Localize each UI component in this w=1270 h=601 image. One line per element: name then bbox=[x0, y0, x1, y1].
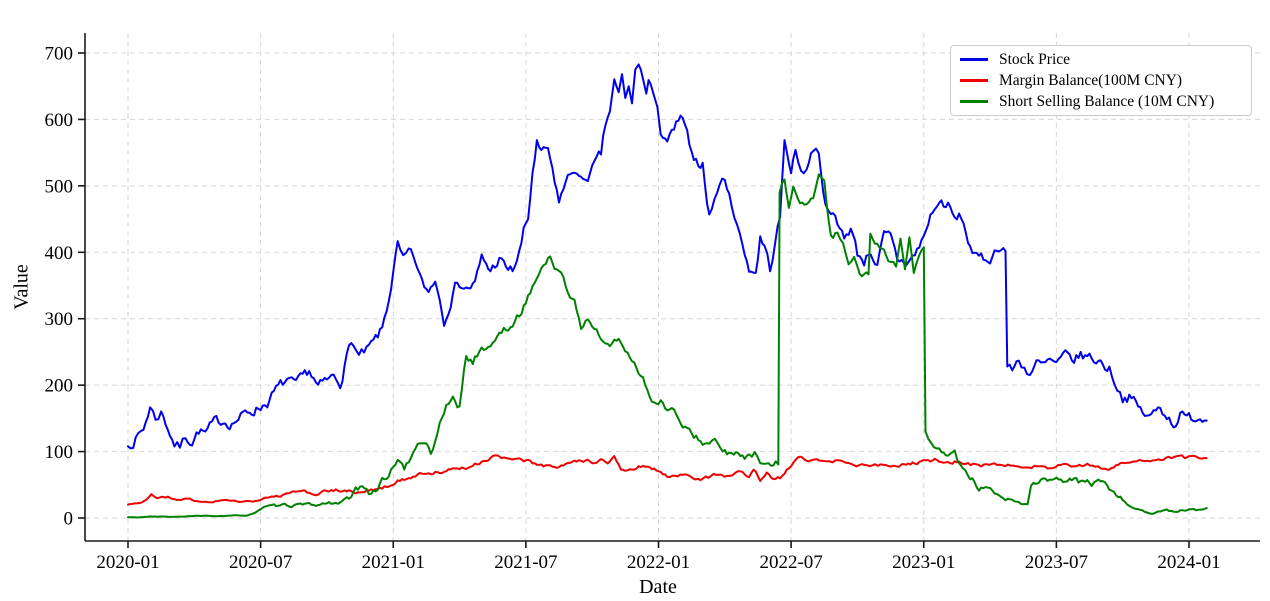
legend: Stock Price Margin Balance(100M CNY) Sho… bbox=[950, 45, 1252, 116]
y-tick-label: 300 bbox=[45, 309, 74, 330]
x-axis-title: Date bbox=[639, 576, 677, 598]
axes bbox=[78, 33, 1260, 548]
x-tick-label: 2020-07 bbox=[229, 552, 292, 573]
y-tick-label: 500 bbox=[45, 176, 74, 197]
x-tick-label: 2021-01 bbox=[362, 552, 425, 573]
margin-balance-line bbox=[127, 454, 1208, 506]
legend-line-sample-red bbox=[960, 79, 988, 82]
x-tick-label: 2020-01 bbox=[96, 552, 159, 573]
x-tick-label: 2022-07 bbox=[759, 552, 822, 573]
legend-item-short-selling: Short Selling Balance (10M CNY) bbox=[960, 91, 1245, 112]
stock-price-line bbox=[127, 63, 1208, 450]
x-tick-label: 2024-01 bbox=[1157, 552, 1220, 573]
y-tick-label: 400 bbox=[45, 243, 74, 264]
y-tick-label: 0 bbox=[64, 509, 74, 530]
y-tick-label: 600 bbox=[45, 110, 74, 131]
x-tick-label: 2023-01 bbox=[892, 552, 955, 573]
y-axis-title: Value bbox=[10, 264, 33, 310]
legend-line-sample-green bbox=[960, 100, 988, 103]
legend-item-stock-price: Stock Price bbox=[960, 49, 1245, 70]
legend-line-sample-blue bbox=[960, 58, 988, 61]
y-tick-label: 700 bbox=[45, 44, 74, 65]
y-tick-label: 100 bbox=[45, 442, 74, 463]
legend-label: Short Selling Balance (10M CNY) bbox=[999, 92, 1215, 110]
x-tick-label: 2023-07 bbox=[1025, 552, 1088, 573]
legend-label: Stock Price bbox=[999, 50, 1071, 68]
gridlines bbox=[85, 33, 1260, 541]
legend-label: Margin Balance(100M CNY) bbox=[999, 71, 1183, 89]
y-tick-label: 200 bbox=[45, 376, 74, 397]
x-tick-label: 2022-01 bbox=[627, 552, 690, 573]
legend-item-margin-balance: Margin Balance(100M CNY) bbox=[960, 70, 1245, 91]
short-selling-balance-line bbox=[127, 173, 1208, 519]
tick-labels: 0 100 200 300 400 500 600 700 2020-01 2020-07 2021… bbox=[45, 44, 1221, 574]
x-tick-label: 2021-07 bbox=[494, 552, 557, 573]
